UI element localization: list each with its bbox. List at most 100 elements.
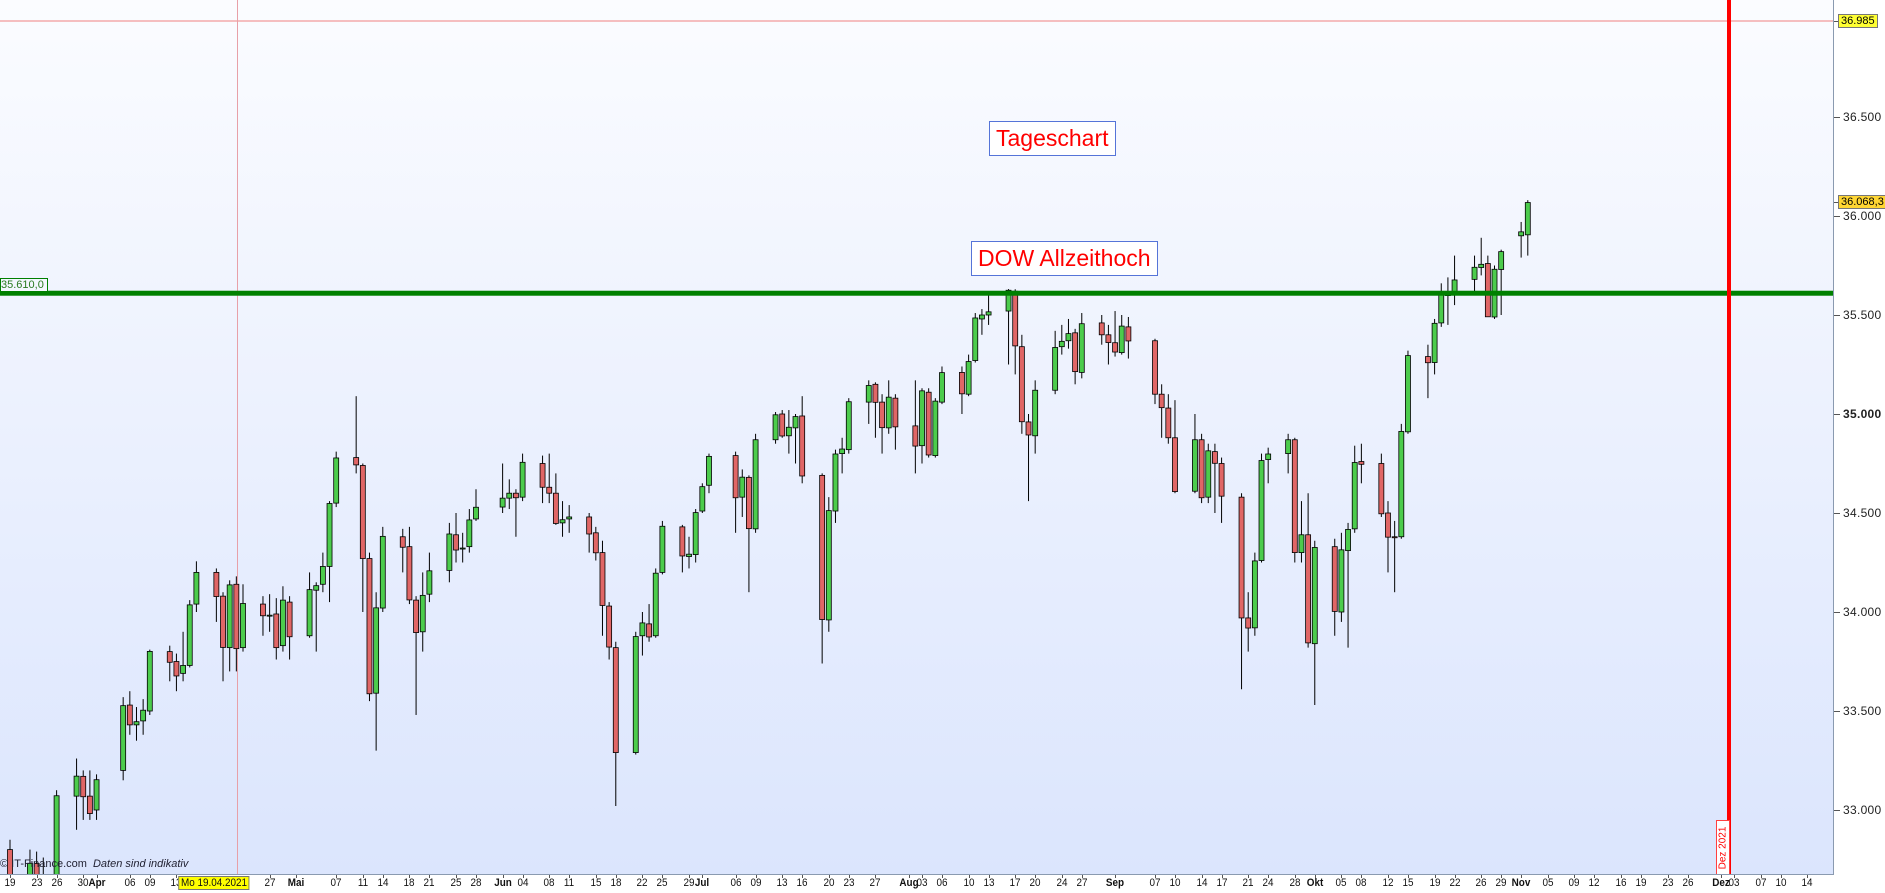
candle-down xyxy=(746,476,752,530)
x-tick xyxy=(1221,875,1223,878)
x-tick-label: 15 xyxy=(590,877,602,889)
candle-down xyxy=(612,647,619,753)
x-tick-label: 12 xyxy=(1588,877,1600,889)
x-tick xyxy=(1341,875,1343,878)
x-tick xyxy=(549,875,551,878)
x-tick-label: 22 xyxy=(1449,877,1461,889)
x-tick-label: 08 xyxy=(543,877,555,889)
x-tick-label: 17 xyxy=(1216,877,1228,889)
candle-up xyxy=(845,401,852,451)
y-tick-label: 33.500 xyxy=(1843,704,1882,718)
candle-down xyxy=(1072,332,1079,373)
x-tick xyxy=(1268,875,1270,878)
candle-down xyxy=(606,605,613,648)
candle-up xyxy=(446,533,453,571)
candle-up xyxy=(632,636,639,753)
candle-up xyxy=(865,385,872,403)
x-tick-label: 11 xyxy=(357,877,368,889)
y-tick xyxy=(1834,711,1840,712)
x-tick xyxy=(1594,875,1596,878)
x-tick xyxy=(1248,875,1250,878)
candle-up xyxy=(1338,549,1345,613)
candle-down xyxy=(173,661,180,677)
candle-up xyxy=(1058,340,1065,348)
candle-down xyxy=(166,651,173,663)
y-tick xyxy=(1834,216,1840,217)
candle-up xyxy=(692,512,699,555)
x-tick xyxy=(336,875,338,878)
candle-up xyxy=(499,497,506,508)
x-tick-label: 27 xyxy=(264,877,276,889)
x-tick-label: 07 xyxy=(330,877,342,889)
chart-plot-area[interactable]: Tageschart DOW Allzeithoch 35.610,0 Dez … xyxy=(0,0,1833,874)
month-marker-label: Dez 2021 xyxy=(1716,820,1730,874)
candle-up xyxy=(193,572,200,605)
x-month-label: Jun xyxy=(493,877,512,889)
y-tick xyxy=(1834,612,1840,613)
candle-down xyxy=(552,492,559,524)
x-tick xyxy=(1015,875,1017,878)
x-axis[interactable]: 19 23 26 30 Apr 06 09 13 27 Mai 07 11 14 18 21 25 28 Jun 0… xyxy=(0,874,1834,893)
x-tick-label: 05 xyxy=(1335,877,1347,889)
candle-up xyxy=(839,448,846,454)
candle-down xyxy=(872,383,879,403)
candle-up xyxy=(240,603,246,649)
candle-up xyxy=(180,665,186,674)
last-price-badge: 36.068,3 xyxy=(1838,195,1885,210)
x-tick xyxy=(176,875,178,878)
watermark-brand: © IT-Finance.com xyxy=(0,858,87,870)
month-marker-text: Dez 2021 xyxy=(1717,826,1729,870)
candle-up xyxy=(146,651,153,712)
y-axis[interactable]: 36.500 36.000 35.500 35.000 34.500 34.000 33.5… xyxy=(1833,0,1885,892)
candle-up xyxy=(266,614,273,617)
candle-down xyxy=(273,613,280,649)
x-month-label: Okt xyxy=(1306,877,1324,889)
x-tick-label: 10 xyxy=(1775,877,1787,889)
x-tick-label: 10 xyxy=(1169,877,1181,889)
x-tick xyxy=(702,875,704,878)
x-tick-label: 23 xyxy=(843,877,855,889)
candle-down xyxy=(1378,463,1385,515)
candle-down xyxy=(1018,346,1025,423)
candle-down xyxy=(233,583,240,650)
x-tick-label: 22 xyxy=(636,877,648,889)
candle-down xyxy=(1152,340,1158,395)
candle-up xyxy=(985,311,992,316)
y-tick-label: 34.000 xyxy=(1843,605,1882,619)
annotation-tageschart[interactable]: Tageschart xyxy=(989,121,1116,156)
x-tick-label: 18 xyxy=(403,877,415,889)
x-tick xyxy=(1720,875,1722,878)
y-tick xyxy=(1834,513,1840,514)
candle-down xyxy=(1291,439,1298,553)
x-tick-label: 05 xyxy=(1542,877,1554,889)
candle-up xyxy=(326,503,333,567)
x-month-label: Mai xyxy=(287,877,305,889)
candle-down xyxy=(892,397,899,428)
candle-up xyxy=(739,476,746,498)
candle-down xyxy=(679,526,686,557)
candle-up xyxy=(1471,266,1478,280)
x-tick xyxy=(56,875,58,878)
x-tick-label: 10 xyxy=(963,877,975,889)
x-tick xyxy=(1407,875,1409,878)
x-tick xyxy=(456,875,458,878)
candle-down xyxy=(213,572,220,597)
candle-up xyxy=(459,547,466,550)
x-tick-label: 03 xyxy=(1728,877,1740,889)
candle-up xyxy=(639,622,646,637)
x-tick xyxy=(922,875,923,878)
candle-down xyxy=(879,401,885,429)
x-tick xyxy=(1640,875,1642,878)
candle-down xyxy=(646,623,652,638)
candle-up xyxy=(1518,231,1525,237)
candle-up xyxy=(373,607,380,694)
x-tick-label: 18 xyxy=(610,877,622,889)
x-tick-label: 06 xyxy=(124,877,136,889)
candle-up xyxy=(466,519,473,548)
candle-up xyxy=(319,566,326,585)
candle-down xyxy=(1305,534,1312,644)
candle-up xyxy=(885,396,892,429)
last-price-badge-tick xyxy=(1834,202,1840,204)
annotation-dow-allzeithoch[interactable]: DOW Allzeithoch xyxy=(971,241,1158,276)
candle-down xyxy=(925,391,932,456)
